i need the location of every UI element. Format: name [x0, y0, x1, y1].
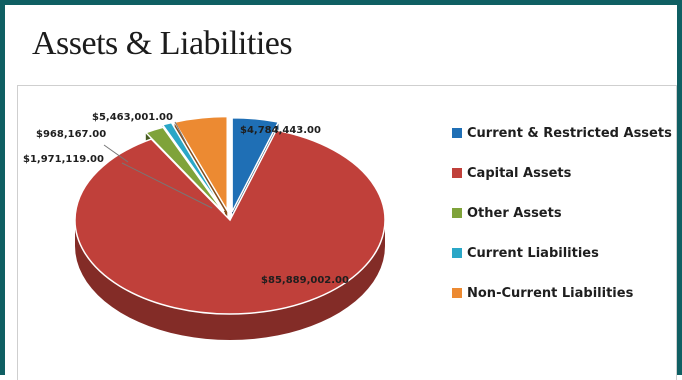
- slice-other-assets: [144, 126, 226, 215]
- legend-item-non-current-liabilities: Non-Current Liabilities: [452, 286, 634, 301]
- legend-label-other-assets: Other Assets: [467, 206, 562, 221]
- data-label-current-liabilities: $968,167.00: [36, 129, 106, 140]
- data-label-current-and-restricted-assets: $4,784,443.00: [240, 125, 321, 136]
- legend-item-capital-assets: Capital Assets: [452, 166, 572, 181]
- legend-label-capital-assets: Capital Assets: [467, 166, 572, 181]
- pie-tops: [74, 115, 386, 315]
- legend-label-current-and-restricted-assets: Current & Restricted Assets: [467, 126, 672, 141]
- legend-swatch-other-assets: [452, 208, 462, 218]
- data-label-non-current-liabilities: $5,463,001.00: [92, 112, 173, 123]
- data-labels: $4,784,443.00 $85,889,002.00 $1,971,119.00…: [23, 112, 349, 286]
- legend-item-current-and-restricted-assets: Current & Restricted Assets: [452, 126, 672, 141]
- slice-capital-assets: [74, 129, 386, 315]
- leader-line-non-current-liabilities: [174, 121, 187, 144]
- slice-current-liabilities: [161, 121, 225, 212]
- data-label-other-assets: $1,971,119.00: [23, 154, 104, 165]
- legend: Current & Restricted Assets Capital Asset…: [452, 126, 672, 301]
- leader-line-current-liabilities: [103, 144, 129, 163]
- data-label-capital-assets: $85,889,002.00: [261, 275, 349, 286]
- slice-side-capital-assets: [75, 220, 385, 340]
- legend-swatch-non-current-liabilities: [452, 288, 462, 298]
- slice-non-current-liabilities: [173, 115, 228, 214]
- chart-title: Assets & Liabilities: [32, 25, 293, 62]
- legend-item-current-liabilities: Current Liabilities: [452, 246, 599, 261]
- legend-label-non-current-liabilities: Non-Current Liabilities: [467, 286, 634, 301]
- chart-area: [17, 85, 677, 380]
- legend-swatch-current-and-restricted-assets: [452, 128, 462, 138]
- slice-current-and-restricted-assets: [231, 116, 280, 213]
- legend-label-current-liabilities: Current Liabilities: [467, 246, 599, 261]
- legend-swatch-capital-assets: [452, 168, 462, 178]
- legend-item-other-assets: Other Assets: [452, 206, 562, 221]
- leader-line-other-assets: [121, 162, 213, 209]
- legend-swatch-current-liabilities: [452, 248, 462, 258]
